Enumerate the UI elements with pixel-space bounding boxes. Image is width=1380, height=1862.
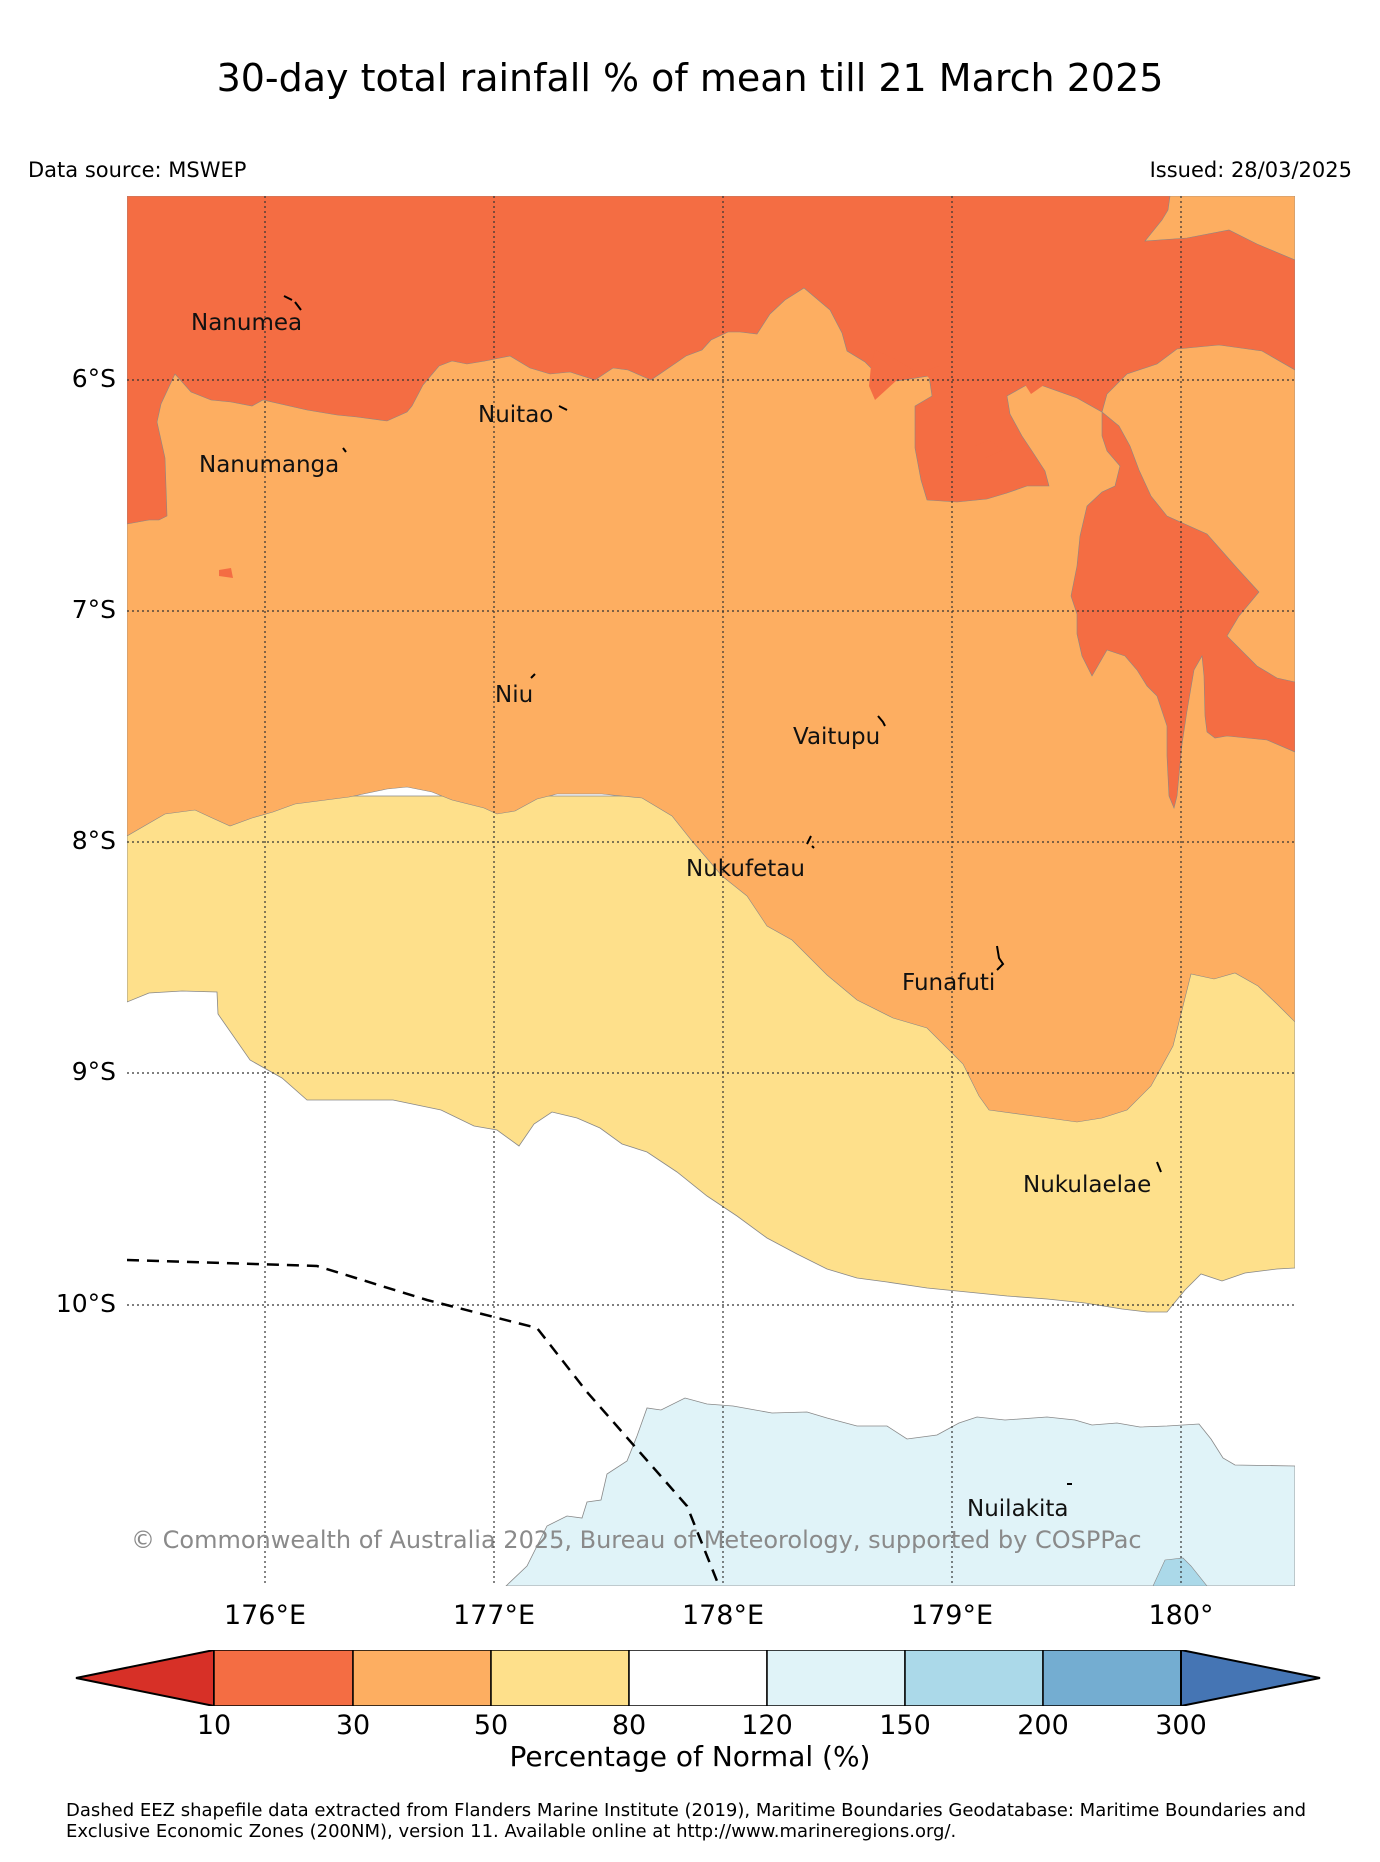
graticule [127,196,1295,1586]
colorbar-tick-150: 150 [879,1710,931,1741]
band-120-150 [505,1397,1295,1586]
place-label-funafuti: Funafuti [902,970,995,996]
place-label-nanumanga: Nanumanga [199,452,339,478]
band-10-30-patch-e [219,568,233,578]
lon-label-180: 180° [1148,1600,1214,1631]
lat-label-9s: 9°S [71,1057,116,1086]
band-10-30-patch-c [1017,364,1051,394]
island-nanumea-icon [283,295,302,311]
colorbar-tick-300: 300 [1155,1710,1207,1741]
place-label-nuitao: Nuitao [478,402,553,428]
colorbar-tick-200: 200 [1017,1710,1069,1741]
rainfall-map-canvas: Nanumea Nuitao Nanumanga Niu Vaitupu Nuk… [127,196,1295,1586]
island-vaitupu-icon [877,715,886,727]
island-nukufetau-icon [806,835,815,849]
band-10-30-east [1070,411,1295,809]
island-nuitao-icon [558,405,568,411]
band-10-30-patch-b [923,366,947,382]
band-10-30-north [127,196,1295,525]
colorbar-swatch-200-300 [1042,1650,1182,1706]
lon-label-179e: 179°E [910,1600,994,1631]
island-niu-icon [530,673,536,679]
lat-label-7s: 7°S [71,595,116,624]
colorbar [75,1650,1321,1706]
copyright-notice: © Commonwealth of Australia 2025, Bureau… [131,1526,1142,1554]
place-label-nukulaelae: Nukulaelae [1023,1172,1151,1198]
band-10-30-patch-a [869,350,917,400]
colorbar-tick-50: 50 [473,1710,509,1741]
colorbar-swatch-80-120 [628,1650,768,1706]
place-label-vaitupu: Vaitupu [793,724,880,750]
data-source-label: Data source: MSWEP [28,158,247,182]
lat-label-10s: 10°S [55,1289,116,1318]
rainfall-map: Nanumea Nuitao Nanumanga Niu Vaitupu Nuk… [127,196,1295,1586]
colorbar-tick-10: 10 [196,1710,232,1741]
colorbar-tick-80: 80 [611,1710,647,1741]
map-title: 30-day total rainfall % of mean till 21 … [216,56,1164,100]
eez-boundary-line [127,1258,721,1586]
island-funafuti-icon [996,945,1005,971]
place-label-nukufetau: Nukufetau [686,856,805,882]
colorbar-swatch-10-30 [213,1650,354,1706]
colorbar-swatch-50-80 [490,1650,630,1706]
island-outlines [283,295,1162,1485]
band-10-30-patch-d [975,440,1003,458]
place-label-nuilakita: Nuilakita [967,1496,1068,1522]
colorbar-arrow-high [1180,1650,1321,1706]
island-nukulaelae-icon [1156,1161,1162,1173]
colorbar-swatch-30-50 [352,1650,492,1706]
place-label-niu: Niu [495,682,533,708]
island-nanumanga-icon [342,447,347,453]
lat-label-8s: 8°S [71,826,116,855]
lat-label-6s: 6°S [71,364,116,393]
colorbar-title: Percentage of Normal (%) [509,1740,871,1773]
issued-date-label: Issued: 28/03/2025 [1149,158,1352,182]
lon-label-178e: 178°E [681,1600,765,1631]
colorbar-arrow-low [75,1650,215,1706]
footnote: Dashed EEZ shapefile data extracted from… [66,1800,1307,1842]
place-label-nanumea: Nanumea [191,310,302,336]
band-150-200 [1152,1557,1208,1586]
lon-label-177e: 177°E [452,1600,536,1631]
colorbar-swatch-150-200 [904,1650,1044,1706]
lon-label-176e: 176°E [223,1600,307,1631]
colorbar-tick-30: 30 [335,1710,371,1741]
colorbar-tick-120: 120 [741,1710,793,1741]
colorbar-swatch-120-150 [766,1650,906,1706]
